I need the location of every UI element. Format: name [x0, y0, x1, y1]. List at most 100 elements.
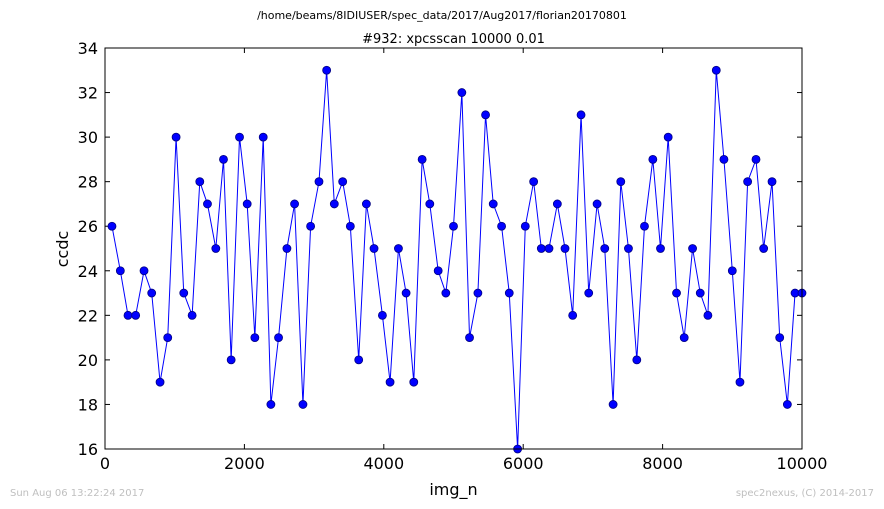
data-point [560, 244, 570, 253]
data-point [663, 132, 673, 142]
data-point [361, 199, 371, 209]
footer-timestamp: Sun Aug 06 13:22:24 2017 [10, 488, 145, 499]
data-point [751, 154, 761, 164]
y-tick-label: 16 [78, 440, 98, 459]
x-axis-label: img_n [429, 480, 477, 500]
data-point [433, 266, 443, 276]
data-point [481, 110, 490, 120]
data-point [727, 266, 737, 276]
y-tick-label: 34 [78, 39, 98, 58]
data-point [107, 221, 117, 231]
data-point [775, 333, 785, 343]
data-point [568, 310, 578, 320]
axis-labels: #932: xpcsscan 10000 0.01 img_n ccdc [53, 32, 545, 500]
y-tick-label: 32 [78, 84, 98, 103]
y-tick-label: 24 [78, 262, 98, 281]
data-point [179, 288, 189, 298]
data-point [211, 244, 221, 253]
data-point [266, 400, 276, 409]
y-tick-label: 28 [78, 173, 98, 192]
data-point [616, 177, 626, 187]
data-point [155, 377, 165, 387]
y-tick-label: 20 [78, 351, 98, 370]
data-point [576, 110, 586, 120]
data-point [688, 244, 697, 253]
data-point [345, 221, 355, 231]
data-point [449, 221, 458, 231]
y-axis-label: ccdc [53, 231, 72, 268]
series-line [111, 70, 802, 450]
x-tick-label: 2000 [224, 454, 265, 473]
data-point [409, 377, 419, 387]
x-tick-label: 10000 [777, 454, 828, 473]
data-point [338, 177, 348, 187]
data-point [203, 199, 212, 209]
y-tick-label: 30 [78, 128, 98, 147]
data-point [115, 266, 125, 276]
data-point [679, 333, 689, 343]
data-point [298, 400, 308, 409]
data-point [163, 333, 173, 343]
data-point [329, 199, 339, 209]
data-point [139, 266, 149, 276]
data-point [703, 310, 713, 320]
plot-frame [104, 47, 803, 450]
data-point [226, 355, 236, 365]
data-point [378, 310, 387, 320]
x-tick-label: 0 [100, 454, 110, 473]
data-point [672, 288, 681, 298]
data-point [520, 221, 530, 231]
data-point [695, 288, 705, 298]
data-point [322, 65, 332, 75]
data-point [369, 244, 379, 253]
data-point [441, 288, 451, 298]
x-tick-label: 6000 [503, 454, 544, 473]
data-point [274, 333, 283, 343]
data-point [235, 132, 244, 142]
data-point [488, 199, 498, 209]
data-point [743, 177, 753, 187]
data-point [504, 288, 514, 298]
data-point [529, 177, 539, 187]
data-point [719, 154, 729, 164]
data-point [735, 377, 745, 387]
data-point [624, 244, 633, 253]
data-point [354, 355, 364, 365]
data-point [497, 221, 506, 231]
data-point [250, 333, 260, 343]
data-point [385, 377, 395, 387]
data-point [536, 244, 546, 253]
data-point [600, 244, 610, 253]
data-point [417, 154, 427, 164]
series-layer [107, 65, 807, 454]
data-point [473, 288, 483, 298]
data-point [314, 177, 324, 187]
data-point [632, 355, 642, 365]
data-point [195, 177, 205, 187]
data-point [394, 244, 403, 253]
data-point [711, 65, 721, 75]
data-point [131, 310, 141, 320]
data-point [584, 288, 594, 298]
data-point [242, 199, 252, 209]
data-point [171, 132, 181, 142]
data-point [552, 199, 562, 209]
data-point [782, 400, 792, 409]
plot-background [105, 48, 802, 449]
y-tick-label: 18 [78, 395, 98, 414]
data-point [401, 288, 411, 298]
data-point [306, 221, 316, 231]
data-point [187, 310, 197, 320]
footer-credit: spec2nexus, (C) 2014-2017 [735, 488, 874, 499]
data-point [608, 400, 618, 409]
data-point [465, 333, 474, 343]
data-point [457, 88, 467, 97]
data-point [656, 244, 665, 253]
data-point [147, 288, 157, 298]
chart-title: #932: xpcsscan 10000 0.01 [362, 32, 545, 47]
x-tick-label: 4000 [363, 454, 404, 473]
axis-ticks: 0 2000 4000 6000 8000 10000 16 18 20 22 24 26 28 30 32… [78, 39, 828, 473]
data-point [544, 244, 554, 253]
data-point [592, 199, 602, 209]
